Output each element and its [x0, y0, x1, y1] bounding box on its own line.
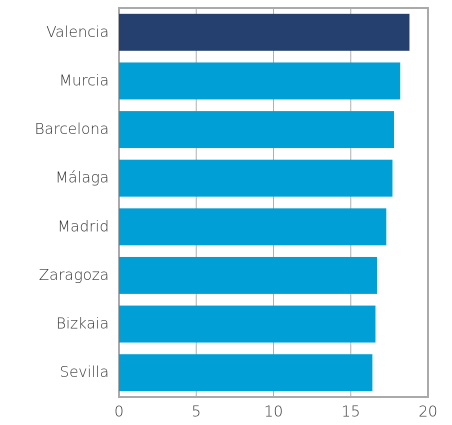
- x-tick-label: 0: [114, 403, 124, 421]
- y-tick-label: Zaragoza: [39, 266, 109, 284]
- bar: [119, 354, 373, 392]
- y-tick-label: Sevilla: [60, 363, 109, 381]
- x-tick-label: 15: [341, 403, 360, 421]
- y-tick-label: Murcia: [59, 71, 109, 89]
- x-tick-label: 20: [418, 403, 437, 421]
- bar: [119, 62, 401, 100]
- bar: [119, 256, 378, 294]
- x-tick-label: 5: [191, 403, 201, 421]
- plot-frame: [118, 7, 429, 398]
- y-tick-label: Valencia: [46, 23, 109, 41]
- bar: [119, 305, 376, 343]
- bar: [119, 13, 410, 51]
- y-tick-label: Madrid: [57, 217, 109, 235]
- bar: [119, 159, 393, 197]
- y-tick-label: Bizkaia: [56, 315, 109, 333]
- x-tick-label: 10: [264, 403, 283, 421]
- y-tick-label: Barcelona: [35, 120, 109, 138]
- y-tick-label: Málaga: [55, 169, 109, 187]
- bar: [119, 208, 387, 246]
- bar: [119, 111, 395, 149]
